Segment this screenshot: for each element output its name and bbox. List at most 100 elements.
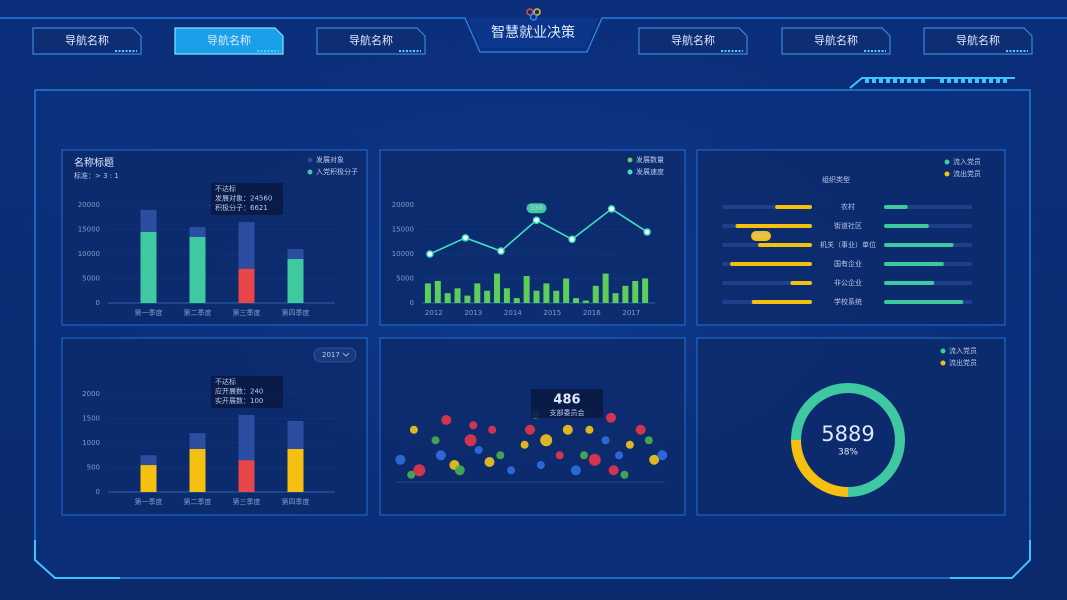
bubble xyxy=(620,470,629,479)
bar xyxy=(592,285,599,303)
nav-label[interactable]: 导航名称 xyxy=(207,33,251,47)
bar xyxy=(602,273,609,303)
line-point xyxy=(532,216,541,224)
bar-segment xyxy=(287,420,304,449)
line-point xyxy=(497,247,505,255)
bar xyxy=(884,281,935,285)
bubble xyxy=(409,425,418,434)
bubble xyxy=(635,424,646,435)
nav-label[interactable]: 导航名称 xyxy=(65,33,109,47)
bar-segment xyxy=(287,258,304,303)
legend-label: 发展对象 xyxy=(316,155,344,164)
tooltip-line: 发展对象：24560 xyxy=(215,194,272,203)
bar xyxy=(884,205,908,209)
nav-shape[interactable] xyxy=(781,27,891,55)
dropdown-label[interactable]: 2017 xyxy=(322,351,340,359)
bar-segment xyxy=(238,222,255,269)
bar xyxy=(884,300,964,304)
annotation-badge xyxy=(751,231,771,241)
nav-button[interactable]: 导航名称 xyxy=(923,27,1033,55)
tooltip-box xyxy=(211,376,283,408)
x-tick-label: 2012 xyxy=(425,309,443,317)
panel xyxy=(61,337,368,516)
panel-title: 组织类型 xyxy=(822,175,850,184)
tooltip-box xyxy=(211,183,283,215)
x-tick-label: 第一季度 xyxy=(135,308,163,317)
bar-segment xyxy=(238,460,255,492)
y-tick-label: 1000 xyxy=(82,439,100,447)
y-tick-label: 0 xyxy=(410,299,414,307)
legend-swatch xyxy=(627,169,633,175)
legend-label: 流入党员 xyxy=(949,346,977,355)
bar xyxy=(775,205,812,209)
nav-button[interactable]: 导航名称 xyxy=(781,27,891,55)
line-point xyxy=(607,205,616,213)
x-tick-label: 2016 xyxy=(583,309,601,317)
bubble xyxy=(615,451,624,460)
x-tick-label: 2014 xyxy=(504,309,522,317)
y-tick-label: 20000 xyxy=(392,201,414,209)
line-point xyxy=(426,250,434,258)
frame-accent xyxy=(34,540,120,579)
bar xyxy=(758,243,812,247)
bubble xyxy=(540,434,553,447)
bubble xyxy=(454,465,465,476)
center-label: 38% xyxy=(838,448,858,458)
nav-label[interactable]: 导航名称 xyxy=(349,33,393,47)
bar xyxy=(553,290,560,303)
nav-button[interactable]: 导航名称 xyxy=(32,27,142,55)
bubble xyxy=(395,454,406,465)
row-label: 机关（事业）单位 xyxy=(820,240,876,249)
nav-label[interactable]: 导航名称 xyxy=(814,33,858,47)
bar-segment xyxy=(287,249,304,259)
bubble xyxy=(441,415,452,425)
annotation-value: 486 xyxy=(553,393,580,408)
nav-label[interactable]: 导航名称 xyxy=(671,33,715,47)
bar-segment xyxy=(140,231,157,303)
nav-shape[interactable] xyxy=(316,27,426,55)
logo xyxy=(526,8,534,16)
x-tick-label: 第三季度 xyxy=(233,308,261,317)
nav-shape[interactable] xyxy=(174,27,284,55)
y-tick-label: 0 xyxy=(96,488,100,496)
y-tick-label: 2000 xyxy=(82,390,100,398)
bar xyxy=(434,280,441,303)
dropdown-caret[interactable] xyxy=(342,352,350,357)
bubble xyxy=(644,436,653,445)
bar xyxy=(612,293,619,303)
nav-button[interactable]: 导航名称 xyxy=(316,27,426,55)
bar xyxy=(454,288,461,303)
nav-button[interactable]: 导航名称 xyxy=(174,27,284,55)
bar xyxy=(790,281,812,285)
line-point xyxy=(461,234,470,242)
bubble xyxy=(570,465,581,476)
nav-shape[interactable] xyxy=(923,27,1033,55)
dropdown[interactable] xyxy=(313,347,357,363)
legend-swatch xyxy=(940,360,946,366)
legend-swatch xyxy=(944,159,950,165)
x-tick-label: 2017 xyxy=(622,309,640,317)
legend-swatch xyxy=(940,348,946,354)
nav-label[interactable]: 导航名称 xyxy=(956,33,1000,47)
nav-button[interactable]: 导航名称 xyxy=(638,27,748,55)
bar-segment xyxy=(140,209,157,232)
nav-shape[interactable] xyxy=(32,27,142,55)
bubble xyxy=(413,464,426,477)
annotation-label: 支部委员会 xyxy=(550,408,585,417)
legend-swatch xyxy=(944,171,950,177)
bubble xyxy=(474,446,483,454)
tooltip-line: 不达标 xyxy=(215,377,236,386)
bar xyxy=(503,288,510,303)
legend-label: 流出党员 xyxy=(949,358,977,367)
bubble xyxy=(585,425,594,434)
bubble xyxy=(588,453,601,466)
nav-shape[interactable] xyxy=(638,27,748,55)
legend-swatch xyxy=(627,157,633,163)
x-tick-label: 第四季度 xyxy=(282,497,310,506)
line-point xyxy=(568,235,576,244)
x-tick-label: 第二季度 xyxy=(184,497,212,506)
legend-label: 发展速度 xyxy=(636,167,664,176)
bar-segment xyxy=(140,465,157,492)
bubble xyxy=(484,457,495,467)
